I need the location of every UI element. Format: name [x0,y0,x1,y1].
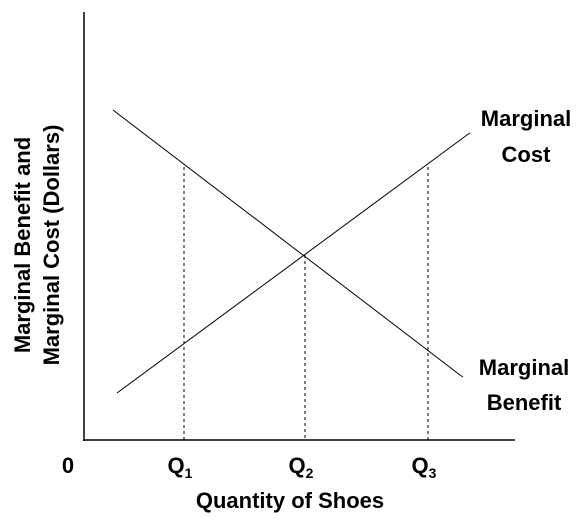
mc-pointer [466,132,471,136]
origin-label: 0 [62,453,74,478]
x-mark-base: Q [289,453,306,478]
y-axis-label: Marginal Benefit and Marginal Cost (Doll… [10,125,64,366]
x-mark-sub: 1 [185,465,193,481]
x-mark-base: Q [412,453,429,478]
x-mark-base: Q [168,453,185,478]
curve-label: Marginal [481,106,571,131]
x-axis-label: Quantity of Shoes [196,488,384,513]
x-mark-label: Q2 [289,453,314,481]
y-label-line: Marginal Cost (Dollars) [39,125,64,366]
curve-label: Cost [502,142,552,167]
x-mark-label: Q3 [412,453,437,481]
mb-pointer [459,374,464,378]
curve-label: Benefit [487,390,562,415]
marginal-cost-line [116,134,468,394]
marginal-benefit-line [112,109,461,376]
y-label-line: Marginal Benefit and [10,137,35,353]
x-mark-sub: 2 [306,465,314,481]
curve-label: Marginal [479,355,569,380]
x-mark-label: Q1 [168,453,193,481]
x-mark-sub: 3 [429,465,437,481]
